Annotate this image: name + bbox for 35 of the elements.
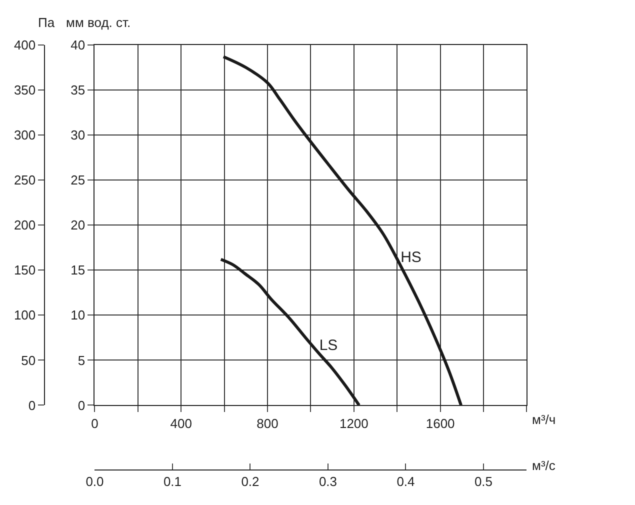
y-tick-label: 100 xyxy=(14,308,36,323)
x-tick-label: 400 xyxy=(170,416,192,431)
x2-tick-label: 0.2 xyxy=(241,474,260,489)
y2-tick-label: 40 xyxy=(70,38,86,53)
y2-tick-label: 35 xyxy=(70,82,86,98)
y-axis-title: Па xyxy=(38,15,56,30)
y2-tick-label: 5 xyxy=(78,352,86,368)
y2-tick-label: 0 xyxy=(78,398,86,413)
x2-tick-label: 0.4 xyxy=(396,474,415,489)
y2-tick-label: 10 xyxy=(70,308,86,323)
y-tick-label: 300 xyxy=(14,128,36,143)
y-tick-label: 50 xyxy=(21,352,36,368)
y-tick-label: 150 xyxy=(14,262,36,278)
y2-tick-label: 15 xyxy=(70,262,86,278)
x2-tick-label: 0.0 xyxy=(86,474,104,489)
x-tick-label: 0 xyxy=(91,416,98,431)
x-tick-label: 800 xyxy=(256,416,278,431)
series-label: LS xyxy=(319,337,338,354)
x2-tick-label: 0.1 xyxy=(163,474,182,489)
x-tick-label: 1200 xyxy=(339,416,368,431)
y-tick-label: 350 xyxy=(14,82,36,98)
y-tick-label: 200 xyxy=(14,218,36,233)
y2-tick-label: 20 xyxy=(70,218,86,233)
y2-tick-label: 30 xyxy=(70,128,86,143)
y-tick-label: 0 xyxy=(28,398,36,413)
x2-tick-label: 0.3 xyxy=(318,474,338,489)
x-axis-title: м³/ч xyxy=(532,412,556,427)
y-tick-label: 250 xyxy=(14,172,36,188)
x2-axis-title: м³/с xyxy=(532,458,556,473)
series-label: HS xyxy=(400,248,422,266)
y-tick-label: 400 xyxy=(14,38,36,53)
y2-tick-label: 25 xyxy=(70,172,86,188)
x-tick-label: 1600 xyxy=(426,416,455,431)
y2-axis-title: мм вод. ст. xyxy=(66,15,131,30)
x2-tick-label: 0.5 xyxy=(474,474,493,489)
